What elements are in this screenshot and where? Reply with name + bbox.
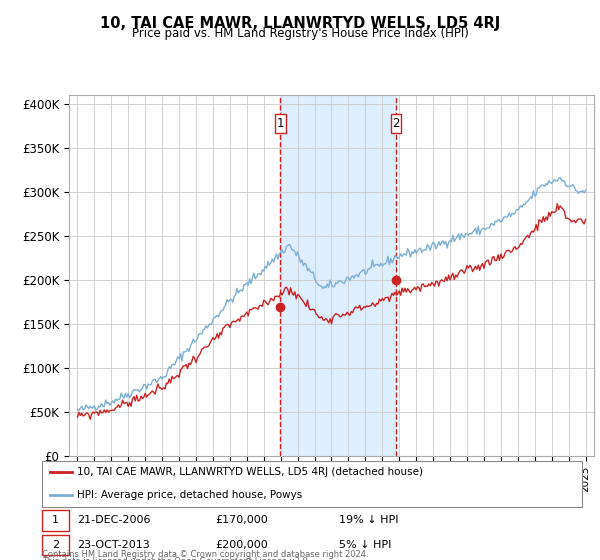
Text: 1: 1 bbox=[277, 117, 284, 130]
Bar bbox=[280, 95, 396, 456]
FancyBboxPatch shape bbox=[391, 114, 401, 133]
Text: HPI: Average price, detached house, Powys: HPI: Average price, detached house, Powy… bbox=[77, 491, 302, 500]
Text: 10, TAI CAE MAWR, LLANWRTYD WELLS, LD5 4RJ: 10, TAI CAE MAWR, LLANWRTYD WELLS, LD5 4… bbox=[100, 16, 500, 31]
Text: This data is licensed under the Open Government Licence v3.0.: This data is licensed under the Open Gov… bbox=[42, 557, 310, 560]
Text: 21-DEC-2006: 21-DEC-2006 bbox=[77, 515, 151, 525]
FancyBboxPatch shape bbox=[42, 535, 69, 555]
Text: 2: 2 bbox=[392, 117, 400, 130]
Text: Price paid vs. HM Land Registry's House Price Index (HPI): Price paid vs. HM Land Registry's House … bbox=[131, 27, 469, 40]
Text: Contains HM Land Registry data © Crown copyright and database right 2024.: Contains HM Land Registry data © Crown c… bbox=[42, 550, 368, 559]
Text: 1: 1 bbox=[52, 515, 59, 525]
Text: £200,000: £200,000 bbox=[215, 540, 268, 550]
FancyBboxPatch shape bbox=[42, 461, 582, 507]
Text: 19% ↓ HPI: 19% ↓ HPI bbox=[339, 515, 398, 525]
Text: 23-OCT-2013: 23-OCT-2013 bbox=[77, 540, 150, 550]
FancyBboxPatch shape bbox=[42, 510, 69, 530]
FancyBboxPatch shape bbox=[275, 114, 286, 133]
Text: 10, TAI CAE MAWR, LLANWRTYD WELLS, LD5 4RJ (detached house): 10, TAI CAE MAWR, LLANWRTYD WELLS, LD5 4… bbox=[77, 468, 423, 477]
Text: £170,000: £170,000 bbox=[215, 515, 268, 525]
Text: 2: 2 bbox=[52, 540, 59, 550]
Text: 5% ↓ HPI: 5% ↓ HPI bbox=[339, 540, 391, 550]
